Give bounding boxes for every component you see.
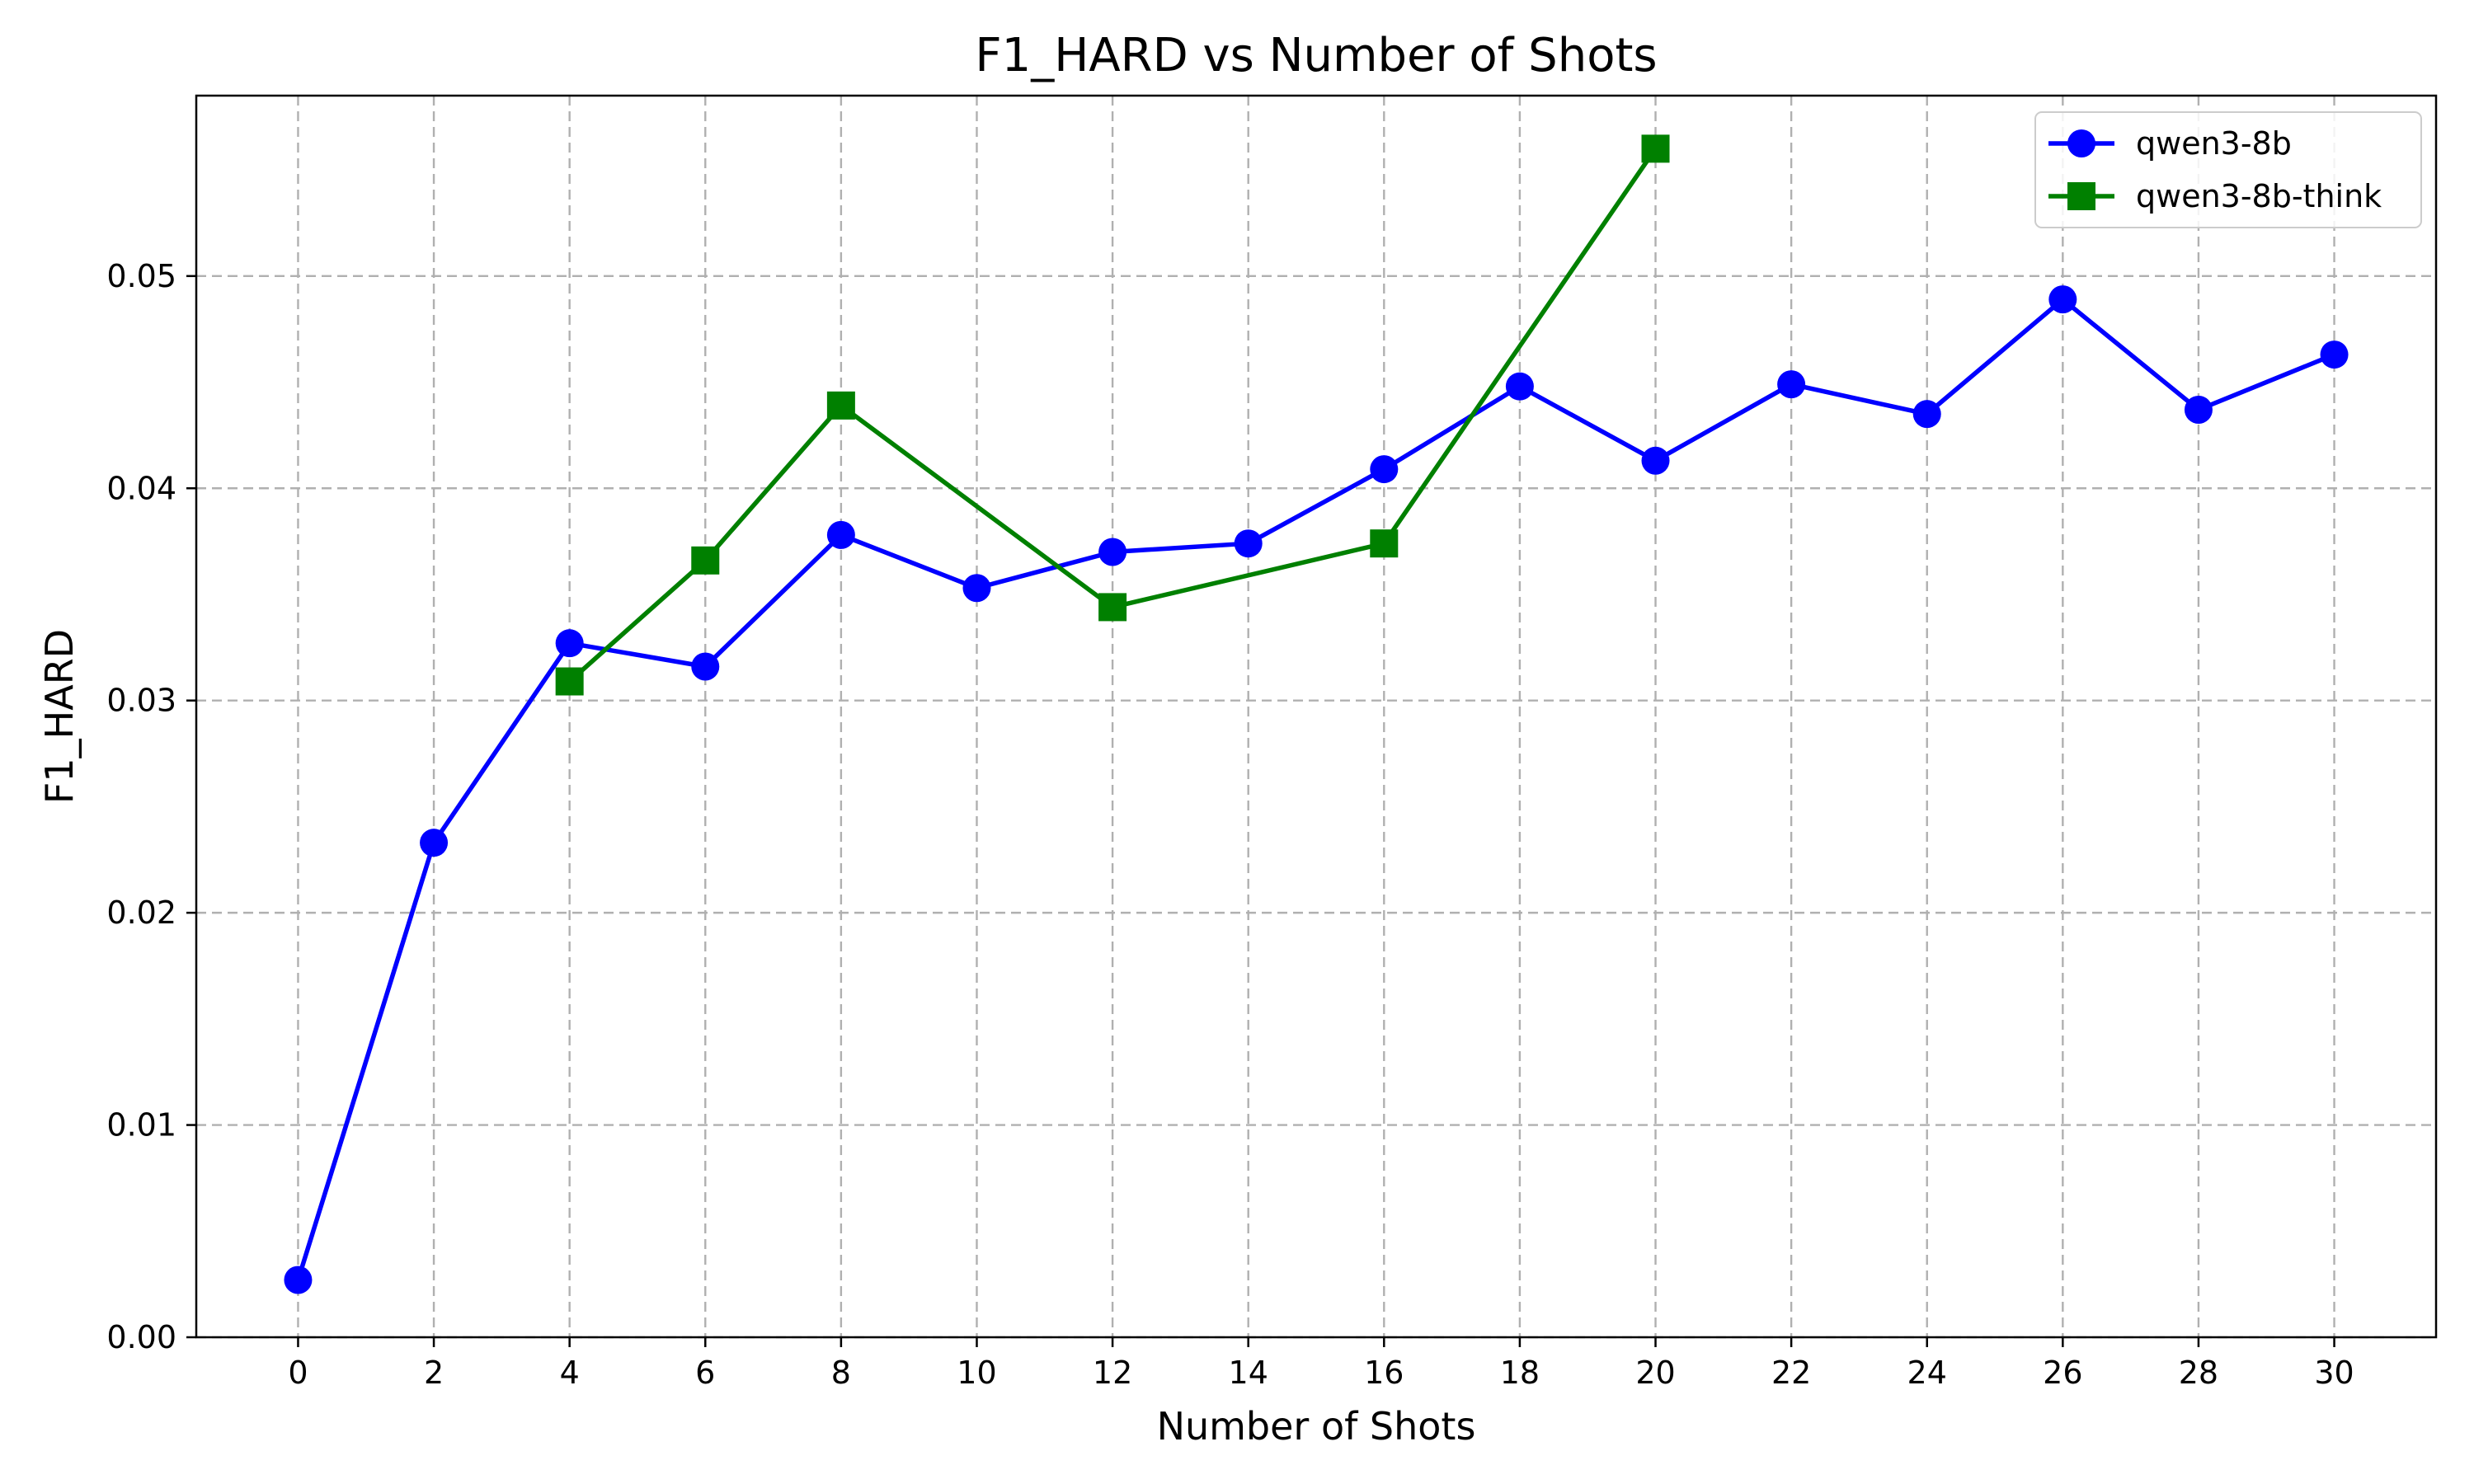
data-point-qwen3-8b-think: [555, 667, 584, 696]
x-tick-label: 28: [2179, 1355, 2218, 1391]
series-line-qwen3-8b: [295, 297, 2335, 1281]
x-tick-label: 20: [1635, 1355, 1675, 1391]
data-point-qwen3-8b: [962, 574, 991, 603]
x-tick-label: 0: [288, 1355, 308, 1391]
y-tick-label: 0.03: [106, 683, 176, 719]
data-point-qwen3-8b: [1505, 372, 1534, 401]
legend-marker: [2067, 129, 2095, 157]
legend-label: qwen3-8b: [2136, 125, 2292, 162]
legend-box: [2034, 111, 2422, 228]
data-point-qwen3-8b-think: [691, 546, 720, 575]
legend: qwen3-8b qwen3-8b-think: [2034, 111, 2422, 228]
y-tick-label: 0.00: [106, 1319, 176, 1355]
chart-title: F1_HARD vs Number of Shots: [975, 29, 1657, 82]
plot-series: [284, 134, 2349, 1294]
data-point-qwen3-8b: [1777, 370, 1806, 399]
data-point-qwen3-8b: [1912, 400, 1941, 429]
legend-marker: [2067, 182, 2095, 210]
data-point-qwen3-8b: [1098, 538, 1127, 566]
x-axis-label: Number of Shots: [1157, 1404, 1476, 1449]
x-tick-label: 8: [831, 1355, 851, 1391]
data-point-qwen3-8b: [2320, 340, 2349, 369]
y-axis-ticks: 0.00 0.01 0.02 0.03 0.04 0.05: [106, 258, 196, 1355]
y-tick-label: 0.04: [106, 470, 176, 506]
y-tick-label: 0.02: [106, 895, 176, 931]
data-point-qwen3-8b: [1234, 529, 1263, 558]
x-tick-label: 18: [1500, 1355, 1540, 1391]
data-point-qwen3-8b-think: [826, 391, 855, 420]
legend-item-qwen3-8b-think: qwen3-8b-think: [2048, 178, 2382, 214]
legend-label: qwen3-8b-think: [2136, 178, 2382, 214]
data-point-qwen3-8b: [2048, 285, 2077, 314]
data-point-qwen3-8b: [691, 652, 720, 681]
y-tick-label: 0.01: [106, 1107, 176, 1144]
data-point-qwen3-8b-think: [1370, 529, 1399, 558]
x-tick-label: 30: [2314, 1355, 2354, 1391]
plot-frame: [195, 94, 2438, 1339]
y-tick-label: 0.05: [106, 258, 176, 294]
x-tick-label: 14: [1229, 1355, 1268, 1391]
data-point-qwen3-8b: [1370, 455, 1399, 484]
series-qwen3-8b: [284, 285, 2349, 1294]
data-point-qwen3-8b: [420, 829, 449, 857]
data-point-qwen3-8b-think: [1098, 593, 1127, 622]
x-tick-label: 12: [1093, 1355, 1132, 1391]
x-tick-label: 6: [695, 1355, 715, 1391]
x-tick-label: 16: [1364, 1355, 1404, 1391]
series-qwen3-8b-think: [555, 134, 1670, 696]
grid-lines: [196, 96, 2436, 1339]
data-point-qwen3-8b: [555, 629, 584, 658]
data-point-qwen3-8b: [826, 520, 855, 549]
y-axis-label: F1_HARD: [37, 629, 82, 804]
x-tick-label: 26: [2043, 1355, 2082, 1391]
x-tick-label: 4: [560, 1355, 580, 1391]
data-point-qwen3-8b-think: [1641, 134, 1670, 163]
x-tick-label: 10: [957, 1355, 996, 1391]
data-point-qwen3-8b: [284, 1266, 313, 1294]
legend-item-qwen3-8b: qwen3-8b: [2048, 125, 2292, 162]
data-point-qwen3-8b: [2184, 396, 2213, 425]
series-line-qwen3-8b-think: [567, 147, 1658, 683]
x-tick-label: 24: [1907, 1355, 1947, 1391]
x-tick-label: 22: [1771, 1355, 1811, 1391]
x-axis-ticks: 0 2 4 6 8 10 12 14 16 18 20 22 24 26 28 30: [288, 1337, 2354, 1391]
x-tick-label: 2: [424, 1355, 444, 1391]
data-point-qwen3-8b: [1641, 446, 1670, 475]
